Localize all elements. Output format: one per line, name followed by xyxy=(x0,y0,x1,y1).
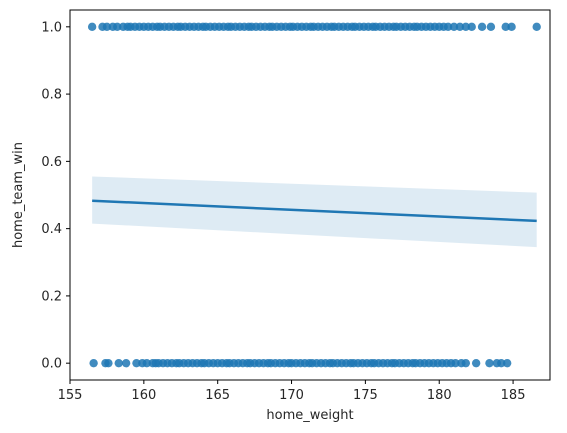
data-point-win xyxy=(467,22,476,32)
x-ticks: 155 160 165 170 175 180 185 xyxy=(58,380,526,403)
plot-frame xyxy=(69,9,551,381)
data-point-loss xyxy=(121,358,131,368)
data-point-win xyxy=(455,22,465,32)
data-point-win xyxy=(102,22,112,32)
data-point-win xyxy=(461,22,471,32)
data-point-win xyxy=(87,22,97,32)
x-tick-label: 155 xyxy=(58,388,83,403)
y-ticks: 0.0 0.2 0.4 0.6 0.8 1.0 xyxy=(41,20,70,372)
data-point-win xyxy=(501,22,510,32)
data-point-loss xyxy=(114,358,123,368)
data-point-loss xyxy=(485,358,494,368)
axes xyxy=(69,9,551,381)
data-point-loss xyxy=(89,358,98,368)
data-point-win xyxy=(532,22,541,32)
y-tick-label: 1.0 xyxy=(41,20,62,35)
x-tick-label: 175 xyxy=(353,388,378,403)
data-point-loss xyxy=(471,358,481,368)
x-tick-label: 160 xyxy=(131,388,156,403)
data-point-loss xyxy=(461,358,471,368)
x-tick-label: 170 xyxy=(279,388,304,403)
data-point-loss xyxy=(104,358,113,368)
data-point-loss xyxy=(497,358,506,368)
y-axis-label: home_team_win xyxy=(11,142,26,248)
data-point-win xyxy=(113,22,122,32)
data-point-loss xyxy=(142,358,151,368)
y-tick-label: 0.4 xyxy=(41,222,62,237)
y-tick-label: 0.2 xyxy=(41,289,62,304)
data-point-loss xyxy=(502,358,512,368)
data-point-loss xyxy=(132,358,141,368)
x-axis-label: home_weight xyxy=(266,408,353,423)
data-point-loss xyxy=(451,358,460,368)
regression-line xyxy=(92,199,537,223)
x-tick-label: 185 xyxy=(501,388,526,403)
x-tick-label: 165 xyxy=(205,388,230,403)
scatter-points xyxy=(87,22,541,368)
y-tick-label: 0.0 xyxy=(41,357,62,372)
y-tick-label: 0.8 xyxy=(41,88,62,103)
data-point-win xyxy=(443,22,453,32)
y-tick-label: 0.6 xyxy=(41,155,62,170)
x-tick-label: 180 xyxy=(427,388,452,403)
data-point-win xyxy=(449,22,459,32)
data-point-win xyxy=(486,22,496,32)
data-point-win xyxy=(507,22,516,32)
data-point-win xyxy=(477,22,487,32)
